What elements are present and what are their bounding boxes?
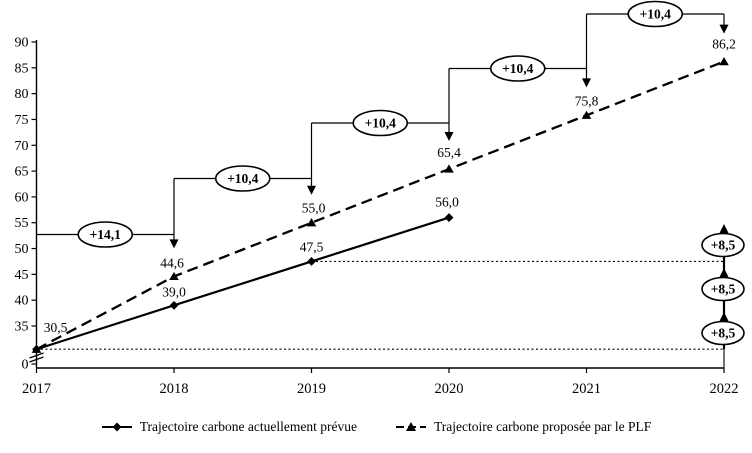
- svg-text:0: 0: [22, 358, 29, 373]
- svg-text:50: 50: [15, 242, 29, 257]
- svg-text:2021: 2021: [572, 381, 601, 397]
- svg-text:+14,1: +14,1: [90, 227, 122, 242]
- svg-text:60: 60: [15, 190, 29, 205]
- series-plf: 44,6 55,0 65,4 75,8 86,2: [31, 37, 736, 353]
- svg-text:+8,5: +8,5: [711, 238, 736, 253]
- svg-text:2019: 2019: [297, 381, 326, 397]
- series-current: 30,5 39,0 47,5 56,0: [32, 195, 459, 354]
- y-axis-break-icon: [29, 352, 44, 363]
- svg-text:75: 75: [15, 113, 29, 128]
- svg-text:85: 85: [15, 61, 29, 76]
- svg-text:+8,5: +8,5: [711, 282, 736, 297]
- svg-text:2020: 2020: [435, 381, 464, 397]
- svg-text:90: 90: [15, 36, 29, 51]
- svg-text:30,5: 30,5: [44, 320, 68, 335]
- svg-text:+10,4: +10,4: [640, 7, 672, 22]
- legend-label-plf: Trajectoire carbone proposée par le PLF: [433, 419, 652, 434]
- svg-text:+8,5: +8,5: [711, 326, 736, 341]
- svg-text:40: 40: [15, 294, 29, 309]
- legend-item-plf: Trajectoire carbone proposée par le PLF: [395, 419, 651, 435]
- svg-text:75,8: 75,8: [575, 93, 599, 108]
- svg-text:2022: 2022: [710, 381, 739, 397]
- svg-text:80: 80: [15, 87, 29, 102]
- svg-text:39,0: 39,0: [162, 284, 186, 299]
- svg-text:47,5: 47,5: [300, 239, 324, 254]
- solid-line-diamond-icon: [101, 422, 132, 432]
- svg-text:35: 35: [15, 320, 29, 335]
- svg-text:56,0: 56,0: [435, 195, 459, 210]
- svg-text:+10,4: +10,4: [365, 116, 397, 131]
- chart-canvas: 90 85 80 75 70 65 60 55 50 45 40 35 0 2017 2018 2019 202…: [15, 0, 745, 397]
- svg-text:44,6: 44,6: [160, 255, 184, 270]
- svg-text:+10,4: +10,4: [227, 171, 259, 186]
- legend-label-current: Trajectoire carbone actuellement prévue: [139, 419, 357, 434]
- svg-text:+10,4: +10,4: [502, 61, 534, 76]
- svg-text:45: 45: [15, 268, 29, 283]
- svg-text:55: 55: [15, 216, 29, 231]
- svg-text:65: 65: [15, 165, 29, 180]
- y-axis: 90 85 80 75 70 65 60 55 50 45 40 35 0: [15, 36, 38, 373]
- legend: Trajectoire carbone actuellement prévue …: [0, 419, 752, 435]
- legend-item-current: Trajectoire carbone actuellement prévue: [101, 419, 357, 435]
- step-annotations: +14,1 +10,4 +10,4 +10,4 +10,4: [36, 0, 729, 249]
- x-axis: 2017 2018 2019 2020 2021 2022: [22, 367, 739, 397]
- reference-lines: [36, 260, 724, 350]
- svg-text:2017: 2017: [22, 381, 51, 397]
- svg-text:55,0: 55,0: [302, 201, 326, 216]
- svg-text:86,2: 86,2: [712, 37, 736, 52]
- right-annotations: +8,5 +8,5 +8,5: [701, 224, 745, 368]
- svg-text:2018: 2018: [160, 381, 189, 397]
- svg-text:65,4: 65,4: [437, 145, 461, 160]
- svg-text:70: 70: [15, 139, 29, 154]
- dashed-line-triangle-icon: [395, 422, 426, 431]
